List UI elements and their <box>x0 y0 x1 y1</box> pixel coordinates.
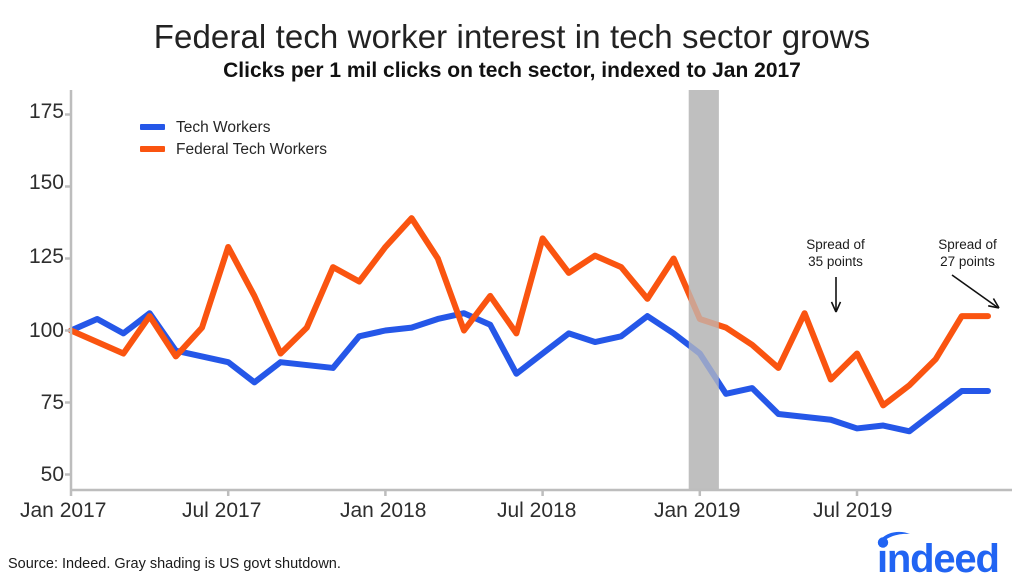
annotation-arrow-27-head <box>988 298 1000 309</box>
chart-subtitle: Clicks per 1 mil clicks on tech sector, … <box>223 59 801 82</box>
y-axis-tick-175: 175 <box>28 100 64 123</box>
x-axis-tick-jan-2018: Jan 2018 <box>340 499 427 522</box>
source-note: Source: Indeed. Gray shading is US govt … <box>8 556 341 572</box>
x-axis-tick-jul-2019: Jul 2019 <box>813 499 893 522</box>
annotation-spread-35-line1: Spread of <box>806 237 865 252</box>
annotation-arrow-35-head <box>830 301 842 313</box>
legend-swatch-tech-workers <box>140 124 165 130</box>
legend-label-tech-workers: Tech Workers <box>176 118 271 136</box>
y-axis-tick-75: 75 <box>40 391 64 414</box>
indeed-logo-text: indeed <box>877 537 999 574</box>
legend-label-federal-tech-workers: Federal Tech Workers <box>176 140 328 158</box>
x-axis-tick-jan-2017: Jan 2017 <box>20 499 107 522</box>
annotation-spread-35: Spread of 35 points <box>768 236 903 270</box>
y-axis-tick-125: 125 <box>28 245 64 268</box>
annotation-spread-27-line2: 27 points <box>940 254 995 269</box>
legend-item-federal-tech-workers: Federal Tech Workers <box>140 138 327 160</box>
annotation-spread-27: Spread of 27 points <box>900 236 1024 270</box>
y-axis-tick-50: 50 <box>40 463 64 486</box>
shutdown-shading-overlay <box>688 90 719 490</box>
legend-swatch-federal-tech-workers <box>140 146 165 152</box>
y-axis-tick-100: 100 <box>28 319 64 342</box>
x-axis-tick-jul-2017: Jul 2017 <box>182 499 262 522</box>
annotation-arrow-27-shaft <box>951 274 998 308</box>
x-axis-tick-jul-2018: Jul 2018 <box>497 499 577 522</box>
y-axis-tick-150: 150 <box>28 171 64 194</box>
x-axis-tick-jan-2019: Jan 2019 <box>654 499 741 522</box>
legend-item-tech-workers: Tech Workers <box>140 116 327 138</box>
annotation-spread-35-line2: 35 points <box>808 254 863 269</box>
chart-title: Federal tech worker interest in tech sec… <box>153 18 871 55</box>
series-line-federal-tech-workers <box>68 215 991 409</box>
indeed-logo: indeed <box>877 531 1000 574</box>
series-line-tech-workers <box>68 310 991 435</box>
chart-legend: Tech Workers Federal Tech Workers <box>140 116 327 160</box>
annotation-spread-27-line1: Spread of <box>938 237 997 252</box>
